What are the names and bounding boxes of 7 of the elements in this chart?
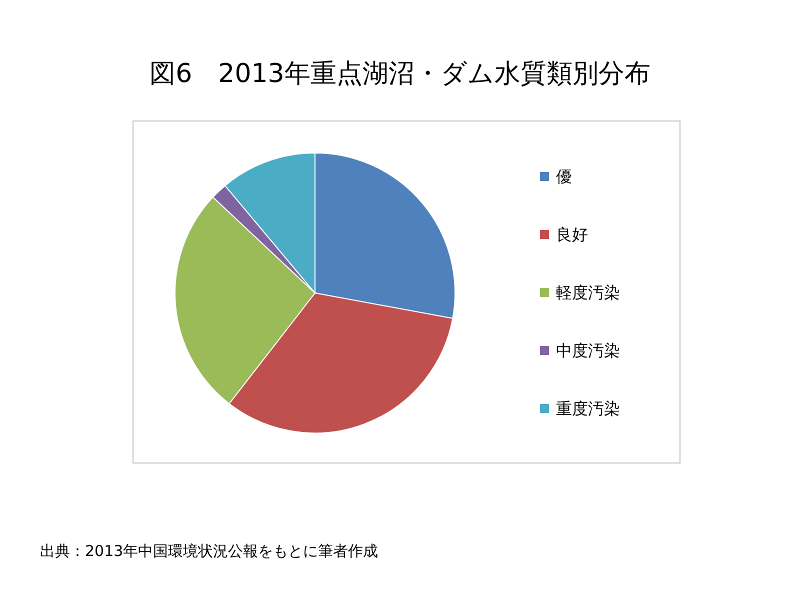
legend-label: 優 xyxy=(556,167,572,186)
legend-label: 良好 xyxy=(556,225,588,244)
source-note: 出典：2013年中国環境状況公報をもとに筆者作成 xyxy=(40,542,378,560)
legend-label: 重度汚染 xyxy=(556,399,620,418)
chart-title: 図6 2013年重点湖沼・ダム水質類別分布 xyxy=(150,59,650,89)
legend-label: 軽度汚染 xyxy=(556,283,620,302)
legend-label: 中度汚染 xyxy=(556,341,620,360)
